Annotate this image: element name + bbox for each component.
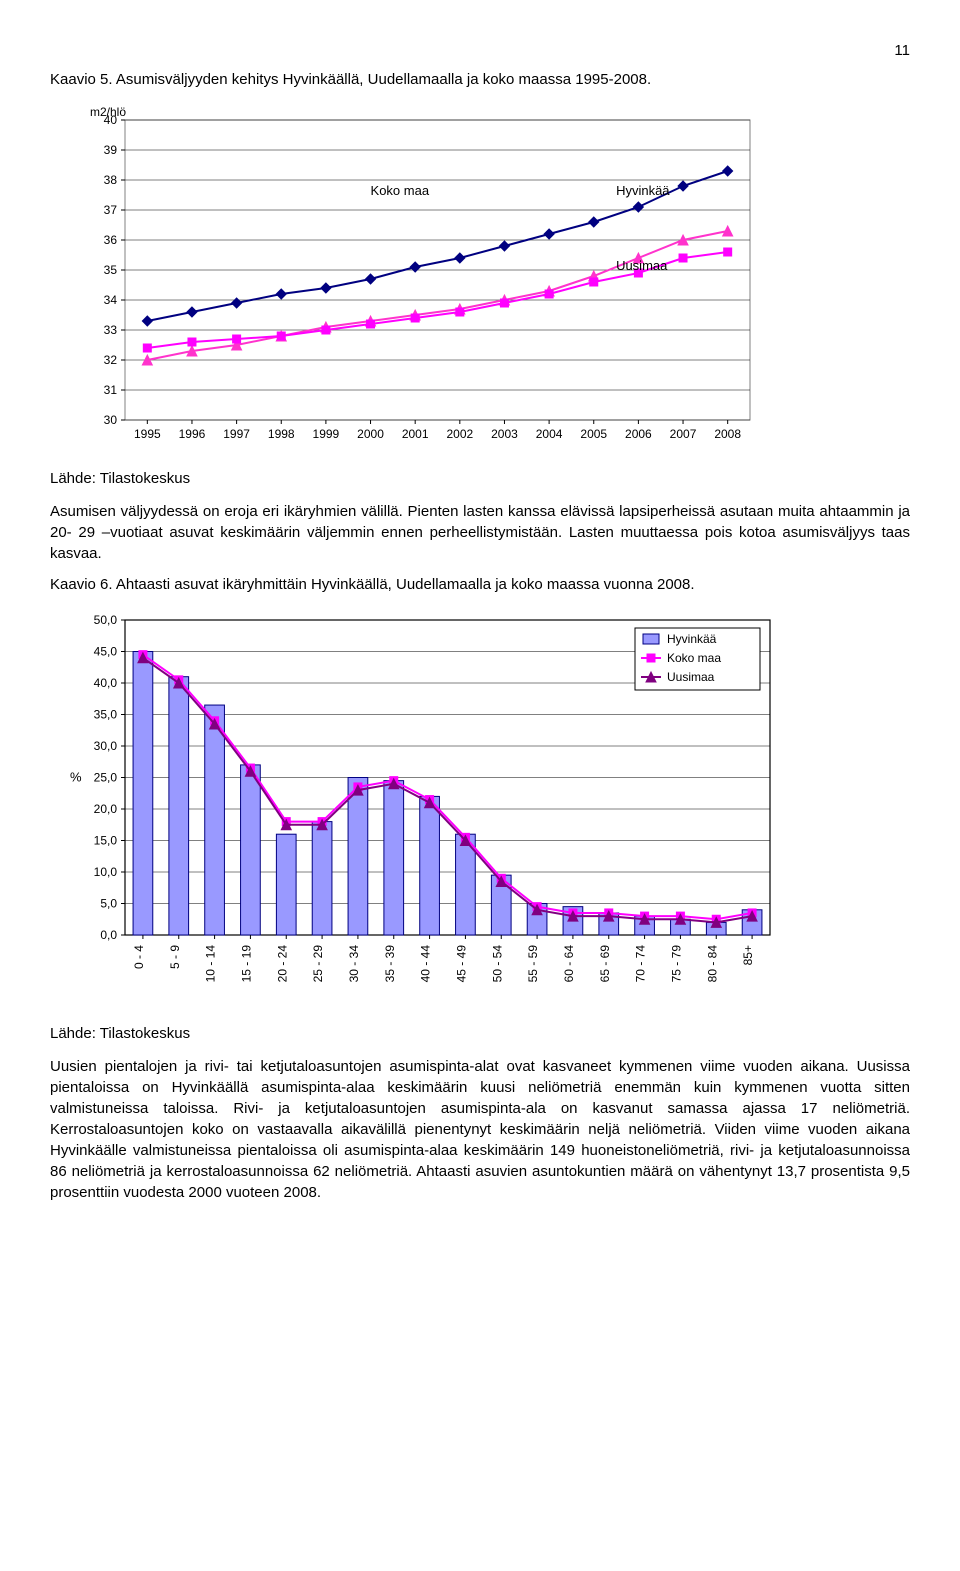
chart2: 0,0 5,0 10,0 15,0 20,0 25,0 30,0 35,0 40,0 45,0 50… <box>50 605 910 1015</box>
svg-text:30 - 34: 30 - 34 <box>347 945 361 983</box>
svg-text:50 - 54: 50 - 54 <box>490 945 504 983</box>
chart2-source: Lähde: Tilastokeskus <box>50 1023 910 1044</box>
svg-text:40: 40 <box>104 113 118 127</box>
svg-text:%: % <box>70 770 82 785</box>
page-number: 11 <box>50 40 910 61</box>
svg-text:30: 30 <box>104 413 118 427</box>
svg-text:1995: 1995 <box>134 427 161 441</box>
svg-text:1996: 1996 <box>179 427 206 441</box>
svg-text:25 - 29: 25 - 29 <box>311 945 325 983</box>
svg-text:20,0: 20,0 <box>94 802 118 816</box>
svg-text:34: 34 <box>104 293 118 307</box>
svg-text:75 - 79: 75 - 79 <box>669 945 683 983</box>
svg-text:35 - 39: 35 - 39 <box>383 945 397 983</box>
svg-text:35: 35 <box>104 263 118 277</box>
svg-text:55 - 59: 55 - 59 <box>526 945 540 983</box>
svg-text:2002: 2002 <box>446 427 473 441</box>
svg-text:65 - 69: 65 - 69 <box>598 945 612 983</box>
svg-text:45 - 49: 45 - 49 <box>454 945 468 983</box>
paragraph-2: Uusien pientalojen ja rivi- tai ketjutal… <box>50 1056 910 1203</box>
svg-text:38: 38 <box>104 173 118 187</box>
svg-text:2000: 2000 <box>357 427 384 441</box>
svg-text:37: 37 <box>104 203 118 217</box>
svg-text:1999: 1999 <box>313 427 340 441</box>
svg-text:40,0: 40,0 <box>94 676 118 690</box>
svg-text:Hyvinkää: Hyvinkää <box>667 632 717 646</box>
svg-text:10,0: 10,0 <box>94 865 118 879</box>
svg-text:1998: 1998 <box>268 427 295 441</box>
svg-text:Koko maa: Koko maa <box>371 183 430 198</box>
svg-text:2003: 2003 <box>491 427 518 441</box>
svg-text:85+: 85+ <box>741 945 755 965</box>
svg-text:Uusimaa: Uusimaa <box>667 670 715 684</box>
svg-text:20 - 24: 20 - 24 <box>275 945 289 983</box>
svg-text:5,0: 5,0 <box>100 897 117 911</box>
svg-text:40 - 44: 40 - 44 <box>419 945 433 983</box>
svg-text:15 - 19: 15 - 19 <box>239 945 253 983</box>
svg-text:45,0: 45,0 <box>94 645 118 659</box>
chart2-caption: Kaavio 6. Ahtaasti asuvat ikäryhmittäin … <box>50 574 910 595</box>
chart1-caption: Kaavio 5. Asumisväljyyden kehitys Hyvink… <box>50 69 910 90</box>
svg-text:35,0: 35,0 <box>94 708 118 722</box>
svg-text:30,0: 30,0 <box>94 739 118 753</box>
svg-text:2004: 2004 <box>536 427 563 441</box>
svg-text:25,0: 25,0 <box>94 771 118 785</box>
svg-text:39: 39 <box>104 143 118 157</box>
svg-text:Hyvinkää: Hyvinkää <box>616 183 670 198</box>
chart1-source: Lähde: Tilastokeskus <box>50 468 910 489</box>
svg-text:Uusimaa: Uusimaa <box>616 258 668 273</box>
svg-text:31: 31 <box>104 383 118 397</box>
svg-text:10 - 14: 10 - 14 <box>204 945 218 983</box>
svg-text:0,0: 0,0 <box>100 928 117 942</box>
svg-text:0 - 4: 0 - 4 <box>132 945 146 969</box>
svg-text:5 - 9: 5 - 9 <box>168 945 182 969</box>
svg-text:2007: 2007 <box>670 427 697 441</box>
svg-text:33: 33 <box>104 323 118 337</box>
svg-text:Koko maa: Koko maa <box>667 651 721 665</box>
svg-text:15,0: 15,0 <box>94 834 118 848</box>
svg-text:2001: 2001 <box>402 427 429 441</box>
paragraph-1: Asumisen väljyydessä on eroja eri ikäryh… <box>50 501 910 564</box>
svg-text:1997: 1997 <box>223 427 250 441</box>
svg-text:2008: 2008 <box>714 427 741 441</box>
chart1: m2/hlö3031323334353637383940199519961997… <box>50 100 910 460</box>
svg-text:60 - 64: 60 - 64 <box>562 945 576 983</box>
svg-text:70 - 74: 70 - 74 <box>634 945 648 983</box>
svg-text:2006: 2006 <box>625 427 652 441</box>
svg-text:2005: 2005 <box>580 427 607 441</box>
svg-text:32: 32 <box>104 353 118 367</box>
svg-text:36: 36 <box>104 233 118 247</box>
svg-text:50,0: 50,0 <box>94 613 118 627</box>
svg-text:80 - 84: 80 - 84 <box>705 945 719 983</box>
